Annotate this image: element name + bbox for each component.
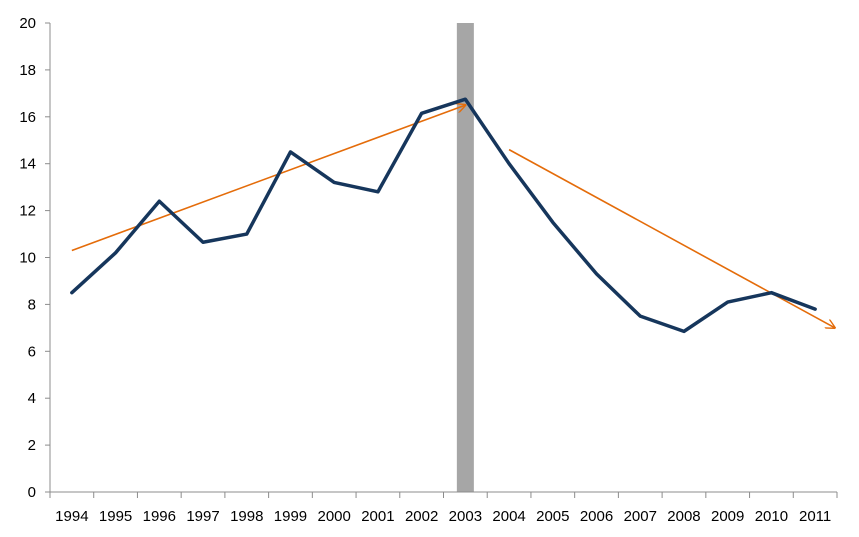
x-tick-label: 1999 bbox=[274, 508, 307, 525]
data-point bbox=[595, 272, 598, 276]
x-tick-label: 2001 bbox=[361, 508, 394, 525]
x-tick-label: 1998 bbox=[230, 508, 263, 525]
x-tick-label: 2006 bbox=[580, 508, 613, 525]
data-point bbox=[114, 251, 117, 255]
data-point bbox=[551, 221, 555, 224]
x-tick-label: 2000 bbox=[318, 508, 351, 525]
y-tick-label: 10 bbox=[19, 250, 36, 267]
axes bbox=[45, 22, 838, 498]
x-tick-label: 2008 bbox=[667, 508, 700, 525]
series-layer bbox=[70, 97, 817, 334]
x-tick-label: 2004 bbox=[492, 508, 525, 525]
x-tick-label: 2007 bbox=[624, 508, 657, 525]
x-tick-label: 1995 bbox=[99, 508, 132, 525]
x-tick-label: 1997 bbox=[186, 508, 219, 525]
x-tick-label: 1996 bbox=[143, 508, 176, 525]
highlight-band-layer bbox=[456, 23, 474, 492]
highlight-band bbox=[456, 23, 474, 492]
data-point bbox=[464, 98, 467, 101]
x-tick-label: 2010 bbox=[755, 508, 788, 525]
data-point bbox=[813, 307, 817, 311]
y-tick-label: 14 bbox=[19, 156, 36, 173]
series-line bbox=[70, 97, 817, 334]
data-point bbox=[770, 291, 773, 294]
y-tick-labels: 0 2 4 6 8 10 12 14 16 18 20 bbox=[19, 15, 36, 501]
trend-arrow-1 bbox=[71, 105, 466, 252]
x-tick-label: 2002 bbox=[405, 508, 438, 525]
data-point bbox=[201, 241, 205, 244]
y-tick-label: 18 bbox=[19, 62, 36, 79]
x-tick-label: 2005 bbox=[536, 508, 569, 525]
data-point bbox=[245, 232, 248, 236]
y-tick-label: 0 bbox=[28, 484, 36, 501]
data-point bbox=[376, 190, 380, 194]
data-point bbox=[332, 181, 336, 184]
data-point bbox=[639, 314, 642, 318]
x-tick-labels: 1994 1995 1996 1997 1998 1999 2000 2001 2002 2003… bbox=[55, 508, 831, 525]
trend-arrow-2 bbox=[508, 148, 835, 328]
y-tick-label: 16 bbox=[19, 109, 36, 126]
x-tick-label: 2003 bbox=[449, 508, 482, 525]
y-tick-label: 2 bbox=[28, 437, 36, 454]
trend-arrows bbox=[71, 105, 835, 328]
y-tick-label: 20 bbox=[19, 15, 36, 32]
y-tick-label: 8 bbox=[28, 296, 36, 313]
y-tick-label: 6 bbox=[28, 343, 36, 360]
x-tick-label: 1994 bbox=[55, 508, 88, 525]
y-tick-label: 12 bbox=[19, 203, 36, 220]
y-tick-label: 4 bbox=[28, 390, 36, 407]
data-point bbox=[70, 291, 74, 294]
data-point bbox=[289, 150, 292, 154]
x-tick-label: 2011 bbox=[799, 508, 831, 525]
data-point bbox=[420, 112, 423, 115]
x-tick-label: 2009 bbox=[711, 508, 744, 525]
data-point bbox=[507, 162, 511, 165]
data-point bbox=[682, 330, 686, 333]
data-point bbox=[158, 200, 161, 203]
data-point bbox=[726, 300, 729, 304]
